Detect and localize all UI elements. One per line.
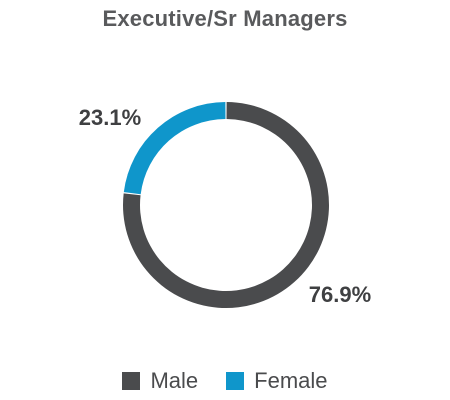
- legend-label-male: Male: [150, 368, 199, 393]
- legend-item-female: Female: [226, 368, 328, 394]
- legend-swatch-female: [226, 372, 245, 390]
- legend-item-male: Male: [122, 368, 198, 394]
- legend-label-female: Female: [254, 368, 328, 393]
- slice-female: [123, 102, 226, 195]
- chart-title: Executive/Sr Managers: [102, 6, 348, 31]
- legend: Male Female: [0, 368, 450, 394]
- slice-label-male: 76.9%: [309, 282, 371, 307]
- legend-swatch-male: [122, 372, 141, 390]
- slice-label-female: 23.1%: [79, 105, 141, 130]
